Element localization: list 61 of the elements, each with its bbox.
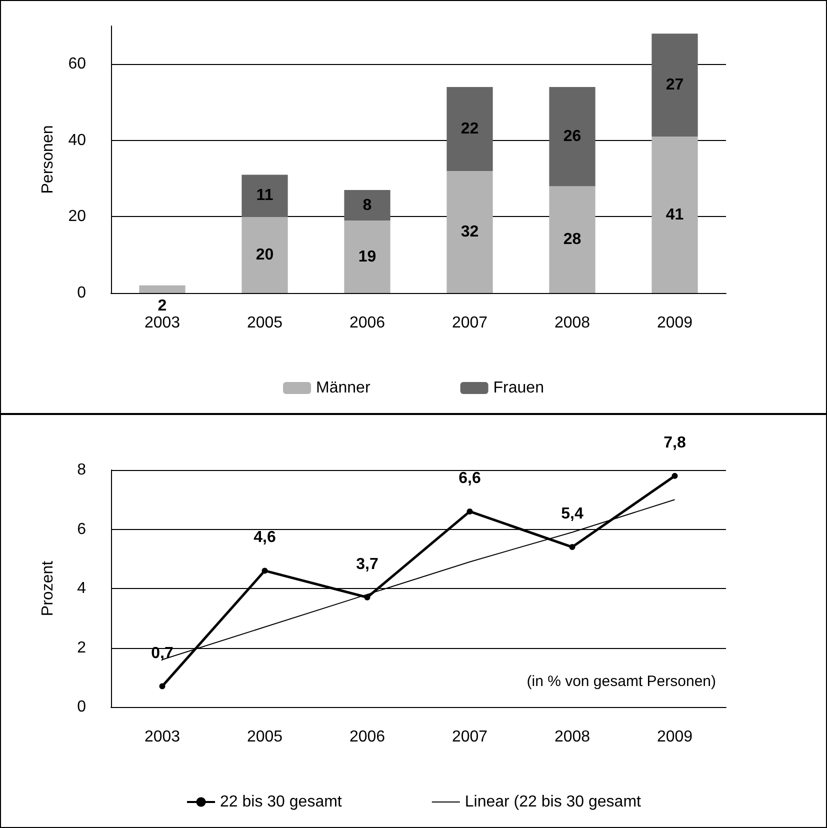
data-label: 41 — [666, 206, 684, 224]
x-tick-label: 2003 — [144, 314, 180, 332]
bar — [242, 216, 288, 293]
data-label: 20 — [256, 246, 274, 264]
annotation: (in % von gesamt Personen) — [526, 673, 716, 690]
bar — [652, 34, 698, 137]
x-tick-label: 2007 — [452, 314, 488, 332]
x-tick-label: 2007 — [452, 728, 488, 746]
point — [466, 508, 473, 514]
data-label: 27 — [666, 76, 684, 94]
legend-label: Männer — [316, 380, 371, 396]
point — [159, 683, 166, 690]
data-label: 22 — [460, 120, 479, 138]
y-tick-label: 0 — [77, 284, 86, 302]
data-label: 2 — [158, 298, 167, 314]
bar — [549, 186, 596, 293]
bar — [344, 220, 390, 293]
y-tick-label: 40 — [68, 132, 86, 149]
data-label: 7,8 — [664, 434, 686, 452]
legend-label: 22 bis 30 gesamt — [220, 794, 342, 810]
x-tick-label: 2009 — [656, 728, 693, 746]
point — [569, 544, 576, 550]
data-label: 3,7 — [356, 556, 378, 573]
y-axis-title: Personen — [40, 125, 56, 194]
data-label: 19 — [358, 248, 376, 266]
legend-label: Frauen — [493, 380, 544, 396]
y-tick-label: 8 — [77, 462, 86, 478]
bar — [549, 87, 596, 186]
data-label: 4,6 — [254, 529, 276, 546]
bar — [652, 136, 698, 293]
x-tick-label: 2005 — [246, 728, 283, 746]
y-tick-label: 6 — [77, 520, 86, 538]
point — [672, 472, 678, 479]
bar — [139, 285, 186, 293]
x-tick-label: 2003 — [144, 728, 180, 746]
x-tick-label: 2009 — [656, 314, 693, 332]
x-tick-label: 2006 — [349, 728, 386, 746]
y-tick-label: 2 — [77, 639, 86, 656]
data-label: 5,4 — [561, 506, 584, 523]
data-label: 6,6 — [458, 470, 481, 487]
data-label: 8 — [362, 196, 372, 214]
bar — [446, 170, 493, 293]
point — [262, 568, 268, 574]
y-tick-label: 60 — [68, 56, 86, 73]
y-axis-title: Prozent — [40, 560, 56, 616]
y-tick-label: 20 — [68, 208, 86, 226]
point — [364, 594, 370, 600]
data-label: 32 — [460, 223, 479, 240]
data-label: 28 — [563, 231, 582, 248]
data-label: 26 — [563, 128, 582, 146]
y-tick-label: 4 — [77, 580, 86, 597]
x-tick-label: 2006 — [349, 314, 386, 332]
legend-label: Linear (22 bis 30 gesamt — [464, 794, 642, 810]
x-tick-label: 2008 — [554, 728, 590, 746]
bar — [344, 190, 390, 221]
data-label: 11 — [256, 187, 274, 204]
x-tick-label: 2005 — [246, 314, 283, 332]
y-tick-label: 0 — [77, 698, 86, 716]
bar — [446, 87, 493, 171]
x-tick-label: 2008 — [554, 314, 590, 332]
bar — [242, 174, 288, 217]
